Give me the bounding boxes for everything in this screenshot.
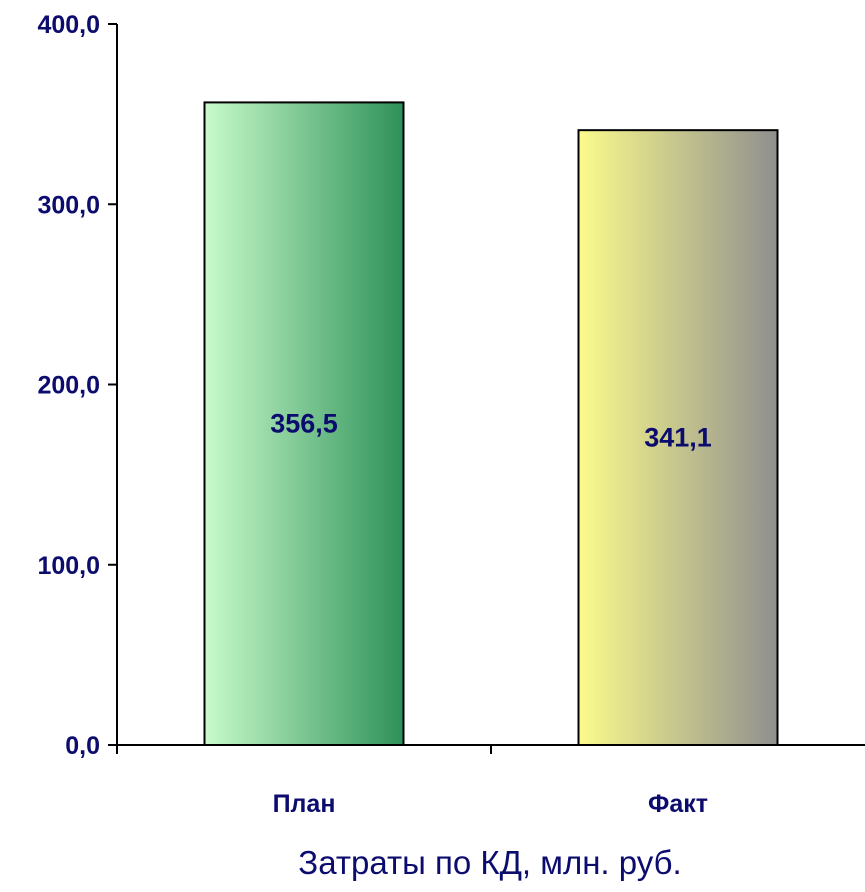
x-axis: План Факт: [116, 744, 865, 818]
bar: [577, 129, 779, 747]
y-tick-label: 0,0: [65, 732, 100, 760]
bar-value-label: 356,5: [270, 409, 338, 439]
data-labels: 356,5 341,1: [270, 409, 712, 453]
y-tick-label: 200,0: [37, 372, 100, 400]
y-tick-label: 400,0: [37, 11, 100, 39]
y-axis: 0,0 100,0 200,0 300,0 400,0: [37, 11, 118, 760]
x-axis-title: Затраты по КД, млн. руб.: [298, 844, 681, 881]
x-category-label: Факт: [648, 790, 708, 818]
bar-value-label: 341,1: [644, 423, 712, 453]
y-tick-label: 100,0: [37, 552, 100, 580]
x-category-label: План: [273, 790, 336, 818]
bars: [203, 101, 779, 747]
y-tick-label: 300,0: [37, 191, 100, 219]
bar: [203, 101, 405, 746]
